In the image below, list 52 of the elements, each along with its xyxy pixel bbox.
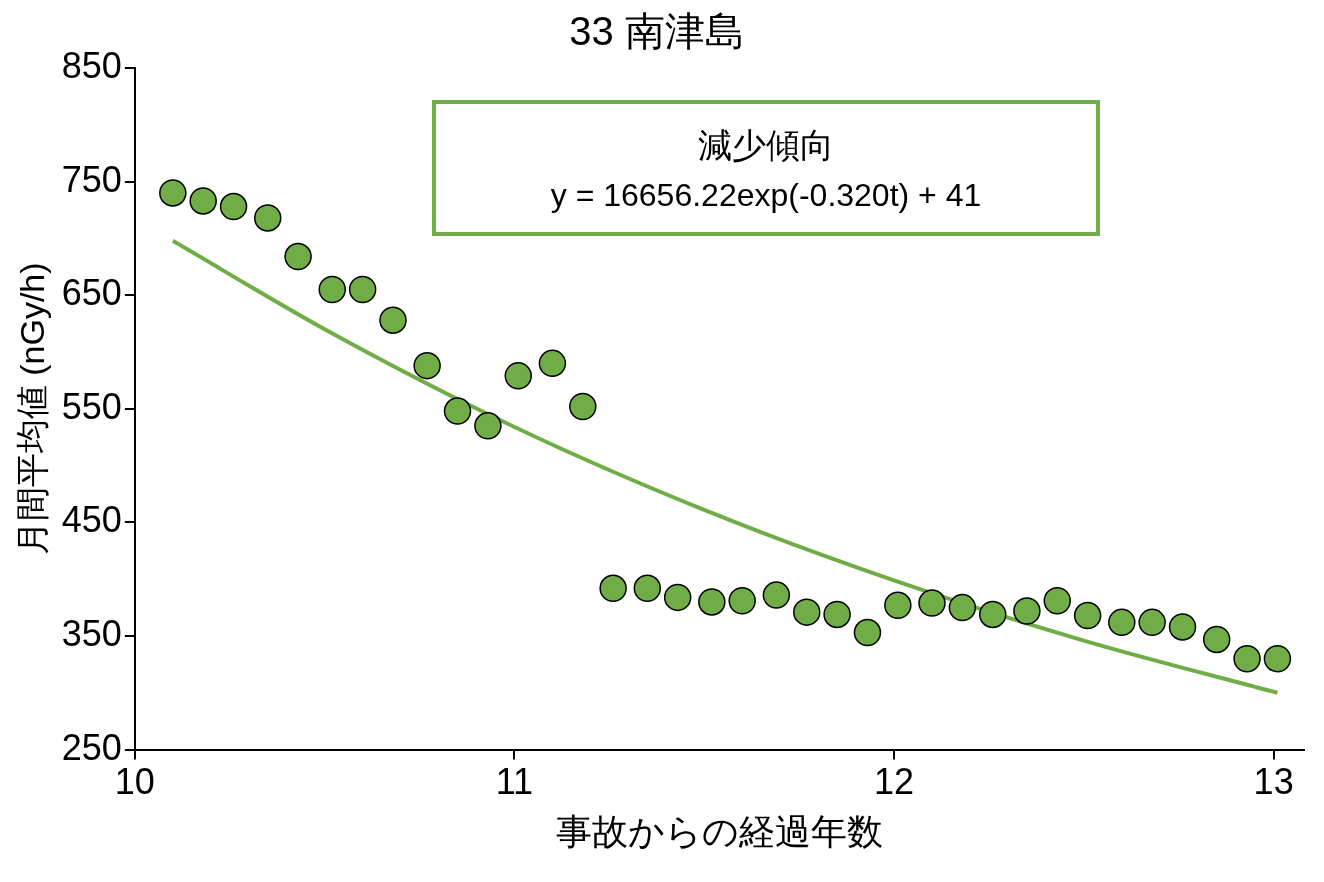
point: [318, 275, 346, 304]
point: [599, 574, 627, 603]
point: [159, 179, 187, 207]
point: [1233, 644, 1261, 673]
point: [1043, 587, 1072, 615]
point: [792, 598, 821, 626]
y-tick-label: 850: [61, 44, 122, 86]
point: [1013, 597, 1041, 625]
point: [1073, 601, 1102, 630]
x-tick-label: 11: [495, 761, 534, 803]
y-tick-label: 750: [61, 158, 122, 200]
x-axis-title: 事故からの経過年数: [555, 811, 883, 853]
y-tick-label: 550: [61, 385, 122, 427]
point: [1263, 644, 1292, 673]
point: [219, 192, 248, 221]
point: [1168, 613, 1197, 641]
x-tick-label: 12: [874, 761, 915, 803]
annotation: 減少傾向: [697, 124, 835, 166]
point: [443, 397, 472, 425]
point: [538, 349, 567, 378]
point: [284, 242, 312, 271]
point: [348, 275, 377, 304]
y-tick-label: 650: [61, 272, 122, 314]
point: [823, 600, 851, 629]
y-tick-label: 450: [61, 499, 122, 541]
text-box: 減少傾向 y = 16656.22exp(-0.320t) + 41: [432, 100, 1100, 236]
point: [1202, 625, 1231, 654]
point: [189, 187, 217, 215]
point: [853, 618, 882, 647]
point: [379, 306, 407, 334]
point: [762, 581, 791, 609]
point: [978, 600, 1007, 629]
point: [569, 392, 597, 421]
point: [884, 591, 912, 620]
point: [663, 583, 692, 612]
annotation: y = 16656.22exp(-0.320t) + 41: [549, 176, 983, 214]
point: [504, 362, 532, 390]
chart-title: 33 南津島: [569, 9, 745, 54]
point: [413, 351, 441, 380]
point: [474, 412, 502, 440]
point: [633, 574, 662, 603]
y-axis-title: 月間平均値 (nGy/h): [12, 262, 51, 556]
point: [918, 589, 946, 617]
point: [948, 593, 977, 622]
point: [1108, 608, 1136, 637]
point: [728, 587, 756, 615]
y-tick-label: 350: [61, 612, 122, 654]
x-tick-label: 13: [1253, 761, 1294, 803]
point: [253, 204, 282, 232]
point: [698, 588, 726, 616]
point: [1138, 608, 1166, 637]
line-series: [170, 238, 1280, 695]
